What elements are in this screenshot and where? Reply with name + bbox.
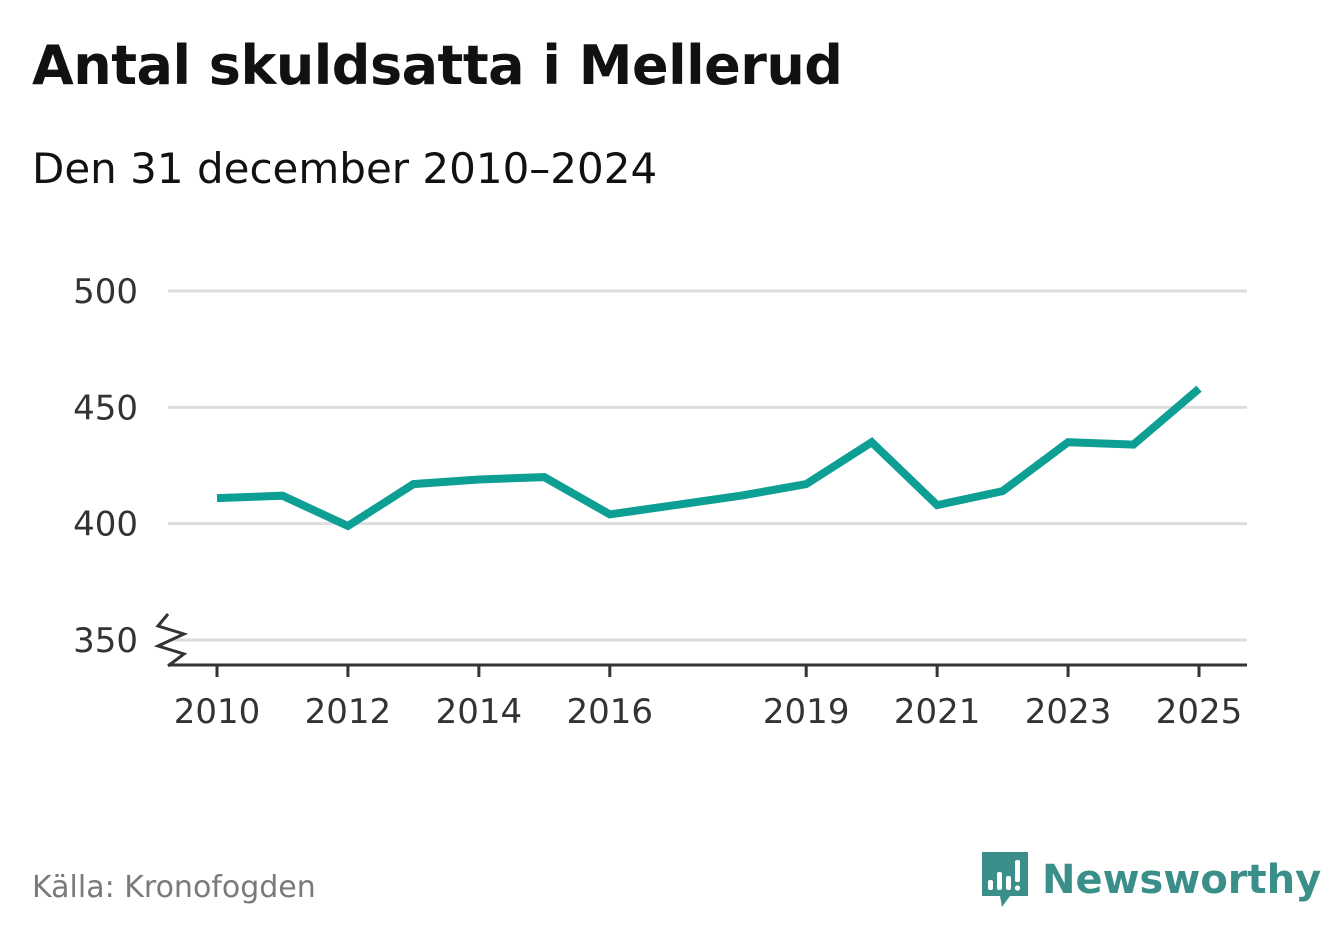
brand-logo: Newsworthy bbox=[980, 850, 1321, 910]
y-tick-label: 350 bbox=[73, 621, 138, 661]
source-note: Källa: Kronofogden bbox=[32, 870, 316, 905]
x-tick-label: 2014 bbox=[436, 692, 523, 732]
gridlines bbox=[168, 289, 1247, 642]
series-layer bbox=[216, 385, 1202, 531]
x-tick-label: 2016 bbox=[567, 692, 654, 732]
x-tick-label: 2023 bbox=[1025, 692, 1112, 732]
x-tick-label: 2021 bbox=[894, 692, 981, 732]
x-tick-label: 2012 bbox=[305, 692, 392, 732]
tick-labels: 350 400 450 500 2010 2012 2014 2016 2019 2021 2023… bbox=[73, 272, 1242, 732]
x-tick-label: 2019 bbox=[763, 692, 850, 732]
chart-title: Antal skuldsatta i Mellerud bbox=[32, 34, 843, 97]
x-axis bbox=[153, 613, 1247, 677]
y-tick-label: 450 bbox=[73, 388, 138, 428]
y-tick-label: 500 bbox=[73, 272, 138, 312]
bar-chart-speech-bubble-icon bbox=[982, 852, 1028, 907]
x-tick-label: 2010 bbox=[174, 692, 261, 732]
x-tick-label: 2025 bbox=[1156, 692, 1243, 732]
series-line-0 bbox=[216, 385, 1202, 531]
brand-name: Newsworthy bbox=[1042, 857, 1322, 903]
y-axis-break-marker bbox=[153, 613, 189, 668]
y-tick-label: 400 bbox=[73, 505, 138, 545]
chart-subtitle: Den 31 december 2010–2024 bbox=[32, 144, 658, 193]
